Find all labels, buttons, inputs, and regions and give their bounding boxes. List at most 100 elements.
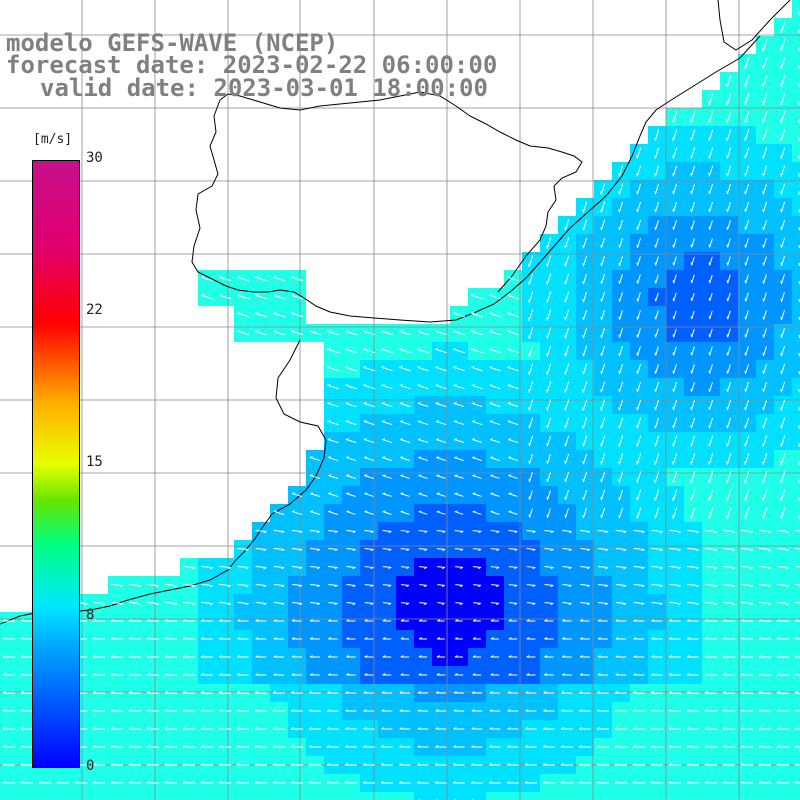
- wind-arrow-head: [489, 438, 494, 440]
- wind-arrow: [690, 183, 696, 195]
- wind-arrow-head: [636, 280, 639, 284]
- wind-arrow-head: [398, 781, 403, 784]
- wind-arrow: [455, 584, 463, 586]
- wind-speed-cell: [792, 414, 800, 432]
- wind-arrow: [691, 202, 695, 212]
- wind-arrow-head: [546, 425, 548, 429]
- wind-arrow-head: [236, 691, 240, 694]
- wind-arrow-head: [564, 317, 566, 321]
- wind-arrow-head: [780, 334, 783, 338]
- wind-arrow: [182, 565, 196, 569]
- wind-arrow-head: [352, 531, 356, 534]
- wind-arrow-head: [532, 548, 536, 552]
- wind-arrow-head: [726, 352, 729, 356]
- wind-arrow-head: [641, 549, 645, 552]
- wind-arrow-head: [798, 47, 800, 51]
- wind-arrow-head: [708, 190, 710, 195]
- wind-arrow-head: [388, 566, 392, 570]
- wind-arrow-head: [490, 492, 494, 495]
- wind-arrow: [600, 201, 606, 213]
- wind-arrow: [435, 420, 447, 426]
- wind-arrow-head: [363, 420, 367, 422]
- wind-arrow-head: [345, 456, 350, 458]
- wind-arrow-head: [726, 388, 728, 392]
- wind-arrow: [637, 292, 641, 302]
- wind-arrow-head: [532, 584, 536, 588]
- wind-arrow: [544, 566, 554, 568]
- wind-arrow: [381, 366, 393, 372]
- wind-arrow-head: [600, 352, 602, 357]
- wind-arrow-head: [794, 745, 798, 748]
- wind-arrow: [655, 381, 659, 393]
- wind-arrow-head: [472, 673, 476, 676]
- wind-arrow-head: [254, 709, 258, 712]
- wind-arrow: [597, 529, 609, 533]
- wind-arrow-head: [291, 673, 295, 676]
- wind-arrow-head: [417, 366, 421, 368]
- wind-arrow-head: [291, 619, 295, 622]
- wind-arrow-head: [562, 619, 566, 622]
- wind-arrow-head: [654, 461, 656, 465]
- wind-arrow-head: [744, 137, 746, 141]
- wind-arrow: [507, 294, 519, 300]
- wind-arrow-head: [399, 402, 403, 404]
- wind-arrow-head: [546, 245, 548, 249]
- wind-arrow-head: [690, 515, 692, 519]
- wind-arrow: [744, 75, 750, 87]
- wind-arrow-head: [281, 531, 285, 534]
- wind-arrow: [597, 584, 609, 586]
- wind-speed-cell: [792, 234, 800, 252]
- wind-arrow-head: [399, 384, 403, 386]
- wind-arrow: [564, 471, 570, 483]
- wind-arrow: [708, 111, 714, 123]
- wind-arrow: [381, 420, 393, 426]
- wind-arrow-head: [381, 420, 385, 422]
- wind-arrow-head: [726, 334, 729, 338]
- wind-arrow: [382, 475, 392, 479]
- wind-arrow-head: [164, 727, 168, 730]
- wind-arrow-head: [416, 781, 421, 784]
- wind-arrow-head: [507, 330, 511, 332]
- wind-arrow-head: [722, 727, 726, 730]
- wind-arrow-head: [309, 655, 313, 658]
- wind-arrow: [708, 93, 714, 105]
- wind-arrow-head: [237, 655, 241, 658]
- wind-arrow-head: [417, 745, 421, 748]
- wind-arrow: [744, 399, 750, 411]
- wind-arrow: [708, 471, 714, 483]
- wind-arrow: [327, 366, 339, 372]
- wind-speed-cell: [792, 450, 800, 468]
- wind-arrow-head: [708, 370, 711, 374]
- wind-arrow-head: [273, 655, 277, 658]
- wind-arrow: [544, 584, 554, 586]
- wind-arrow: [345, 438, 357, 444]
- wind-arrow: [273, 529, 285, 533]
- wind-arrow: [328, 548, 338, 550]
- wind-arrow: [471, 420, 483, 426]
- wind-arrow-head: [750, 549, 754, 552]
- wind-arrow-head: [740, 673, 744, 676]
- wind-arrow: [454, 530, 464, 532]
- wind-arrow-head: [442, 548, 446, 552]
- wind-arrow-head: [182, 781, 186, 784]
- wind-arrow-head: [528, 317, 530, 321]
- wind-arrow-head: [308, 763, 312, 766]
- wind-arrow: [364, 493, 374, 497]
- wind-arrow: [327, 330, 339, 336]
- wind-arrow: [633, 529, 645, 533]
- wind-arrow-head: [20, 691, 24, 694]
- wind-arrow-head: [582, 335, 584, 339]
- wind-arrow: [382, 530, 392, 532]
- wind-arrow-head: [2, 691, 6, 694]
- wind-arrow-head: [669, 655, 673, 658]
- wind-arrow: [690, 399, 696, 411]
- wind-arrow-head: [363, 438, 367, 440]
- wind-arrow-head: [328, 510, 332, 513]
- wind-arrow: [687, 547, 699, 551]
- wind-arrow-head: [780, 226, 782, 231]
- wind-arrow: [762, 57, 768, 69]
- wind-arrow-head: [388, 602, 392, 606]
- wind-arrow: [651, 529, 663, 533]
- wind-arrow-head: [290, 763, 294, 766]
- wind-arrow: [600, 183, 606, 195]
